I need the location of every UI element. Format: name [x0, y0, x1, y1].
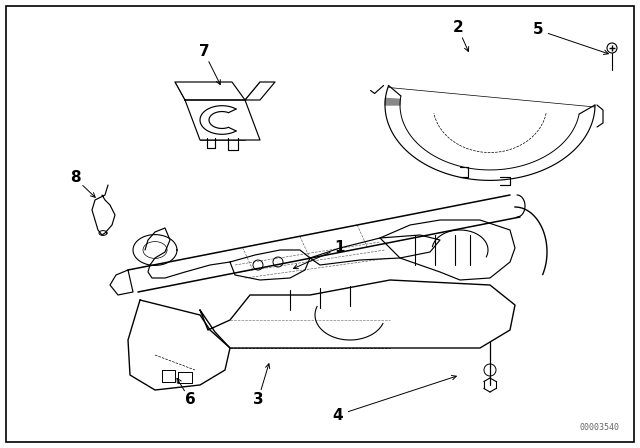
- Text: 5: 5: [532, 22, 543, 38]
- Text: 2: 2: [452, 21, 463, 35]
- Text: 3: 3: [253, 392, 263, 408]
- Text: 00003540: 00003540: [580, 423, 620, 432]
- Polygon shape: [385, 99, 401, 105]
- Text: 6: 6: [184, 392, 195, 408]
- Text: 8: 8: [70, 171, 80, 185]
- Text: 7: 7: [198, 44, 209, 60]
- Text: 1: 1: [335, 241, 345, 255]
- Text: 4: 4: [333, 408, 343, 422]
